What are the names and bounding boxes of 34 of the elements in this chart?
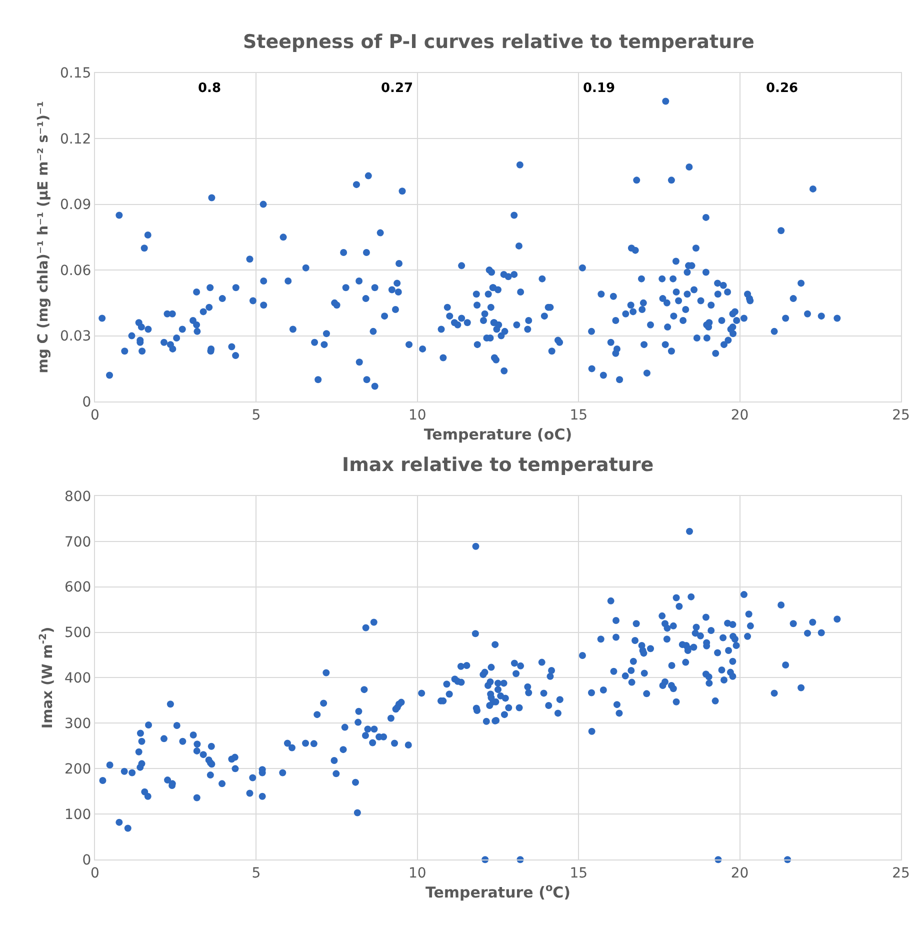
x-tick-label: 20 <box>730 865 749 882</box>
annotation: 0.26 <box>766 81 798 96</box>
y-tick-label: 800 <box>64 488 92 505</box>
y-axis-title: mg C (mg chla)⁻¹ h⁻¹ (µE m⁻² s⁻¹)⁻¹ <box>36 101 52 374</box>
chart-title: Imax relative to temperature <box>342 454 654 476</box>
y-tick-label: 0.03 <box>60 328 92 345</box>
y-tick-label: 700 <box>64 534 92 550</box>
y-tick-label: 0.09 <box>60 197 92 214</box>
y-tick-label: 0 <box>82 852 92 869</box>
x-tick-label: 10 <box>408 865 426 882</box>
x-tick-label: 20 <box>730 407 749 424</box>
annotation: 0.19 <box>583 81 616 96</box>
y-tick-label: 0.15 <box>60 66 92 82</box>
y-tick-label: 400 <box>64 670 92 687</box>
annotation: 0.27 <box>381 81 414 96</box>
x-axis-title: Temperature ($^{o}$C) <box>425 882 571 902</box>
y-tick-label: 600 <box>64 580 92 596</box>
y-tick-label: 300 <box>64 716 92 732</box>
x-tick-label: 5 <box>252 407 261 424</box>
y-tick-label: 100 <box>64 807 92 824</box>
x-tick-label: 15 <box>570 865 588 882</box>
y-tick-label: 500 <box>64 625 92 642</box>
chart-title: Steepness of P-I curves relative to temperature <box>243 31 754 53</box>
y-tick-label: 0.12 <box>60 131 92 148</box>
x-tick-label: 25 <box>892 865 910 882</box>
y-tick-label: 0.06 <box>60 262 92 279</box>
y-tick-label: 200 <box>64 762 92 778</box>
x-tick-label: 10 <box>408 407 426 424</box>
annotation: 0.8 <box>198 81 222 96</box>
y-tick-label: 0 <box>82 394 92 410</box>
x-tick-label: 5 <box>252 865 261 882</box>
x-tick-label: 25 <box>892 407 910 424</box>
x-tick-label: 15 <box>570 407 588 424</box>
x-axis-title: Temperature (oC) <box>424 425 572 444</box>
